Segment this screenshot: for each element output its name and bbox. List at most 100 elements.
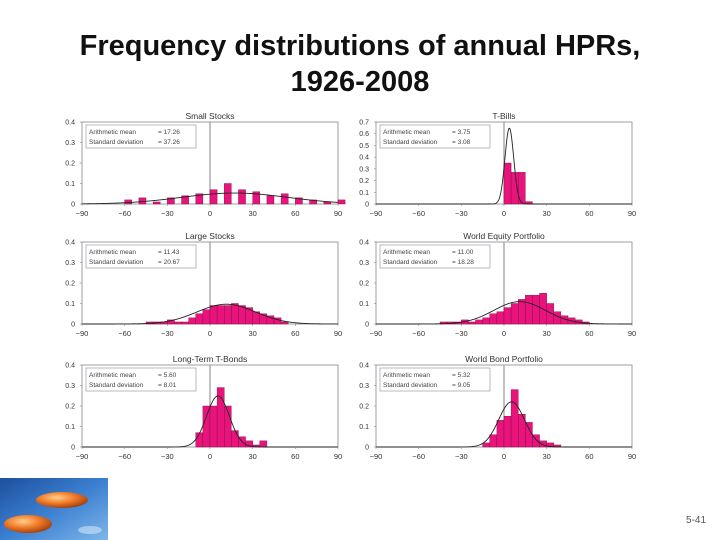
y-tick-label: 0.2 (359, 404, 369, 411)
histogram-bar (188, 317, 196, 325)
x-tick-label: 60 (585, 329, 593, 338)
histogram-bar (202, 405, 211, 448)
x-tick-label: 90 (628, 452, 636, 461)
mean-value: = 17.26 (158, 129, 180, 136)
x-tick-label: −30 (161, 329, 174, 338)
histogram-bar (489, 313, 498, 325)
histogram-bar (525, 295, 533, 325)
y-tick-label: 0.1 (359, 190, 369, 197)
histogram-bar (238, 305, 246, 325)
histogram-bar (503, 307, 512, 325)
x-tick-label: −90 (76, 329, 89, 338)
y-tick-label: 0.4 (65, 120, 75, 127)
histogram-bar (496, 420, 505, 448)
x-tick-label: −30 (161, 209, 174, 218)
x-tick-label: −60 (412, 209, 425, 218)
x-tick-label: 0 (208, 452, 212, 461)
y-tick-label: 0.3 (359, 166, 369, 173)
histogram-bar (337, 199, 346, 205)
histogram-bar (216, 387, 225, 448)
x-tick-label: 0 (502, 452, 506, 461)
y-tick-label: 0 (365, 202, 369, 209)
slide-title-line1: Frequency distributions of annual HPRs, (79, 30, 641, 62)
x-tick-label: 90 (334, 209, 342, 218)
x-tick-label: −60 (118, 329, 131, 338)
x-tick-label: 30 (542, 329, 550, 338)
histogram-bar (468, 321, 476, 325)
histogram-bar (518, 172, 526, 205)
panel-title: World Bond Portfolio (465, 354, 543, 364)
y-tick-label: 0.1 (65, 181, 75, 188)
y-tick-label: 0.4 (359, 155, 369, 162)
x-tick-label: −60 (118, 209, 131, 218)
x-tick-label: −60 (118, 452, 131, 461)
y-tick-label: 0.4 (65, 363, 75, 370)
histogram-bar (195, 313, 204, 325)
x-tick-label: 60 (291, 329, 299, 338)
panel-title: T-Bills (492, 111, 515, 121)
sd-value: = 20.67 (158, 259, 180, 266)
x-tick-label: −60 (412, 329, 425, 338)
y-tick-label: 0.1 (65, 424, 75, 431)
y-tick-label: 0.2 (359, 178, 369, 185)
x-tick-label: 60 (585, 452, 593, 461)
histogram-bar (209, 305, 218, 325)
y-tick-label: 0.1 (359, 424, 369, 431)
histogram-bar (510, 389, 519, 448)
y-tick-label: 0 (71, 445, 75, 452)
histogram-bar (510, 303, 519, 325)
x-tick-label: 30 (248, 329, 256, 338)
x-tick-label: −90 (370, 329, 383, 338)
y-tick-label: 0.1 (359, 301, 369, 308)
histogram-bar (231, 303, 239, 325)
y-tick-label: 0.4 (359, 363, 369, 370)
x-tick-label: −90 (76, 209, 89, 218)
histogram-bar (152, 201, 161, 205)
y-tick-label: 0.2 (65, 281, 75, 288)
y-tick-label: 0 (71, 322, 75, 329)
histogram-bar (224, 305, 232, 325)
sd-value: = 37.26 (158, 139, 180, 146)
x-tick-label: −30 (161, 452, 174, 461)
histogram-bar (209, 405, 218, 448)
histogram-panel: Small Stocks Arithmetic mean = 17.26 Standa… (65, 111, 346, 218)
sd-label: Standard deviation (383, 259, 438, 266)
histogram-bar (167, 197, 175, 205)
x-tick-label: 0 (208, 329, 212, 338)
mean-value: = 5.60 (158, 372, 177, 379)
x-tick-label: 0 (502, 329, 506, 338)
sd-value: = 8.01 (158, 382, 177, 389)
mean-label: Arithmetic mean (89, 249, 136, 256)
page-number: 5-41 (685, 515, 706, 526)
histogram-bar (489, 434, 498, 448)
histogram-panel: Long-Term T-Bonds Arithmetic mean = 5.60 St… (65, 354, 342, 461)
mean-label: Arithmetic mean (89, 372, 136, 379)
x-tick-label: −60 (412, 452, 425, 461)
histogram-bar (482, 317, 490, 325)
stats-box (379, 367, 491, 392)
histogram-bar (503, 416, 512, 448)
histogram-panel: World Equity Portfolio Arithmetic mean = 1… (359, 231, 636, 338)
x-tick-label: −30 (455, 209, 468, 218)
mean-label: Arithmetic mean (383, 129, 430, 136)
x-tick-label: 90 (628, 209, 636, 218)
x-tick-label: −30 (455, 329, 468, 338)
histogram-bar (553, 311, 562, 325)
y-tick-label: 0.4 (359, 240, 369, 247)
histogram-bar (280, 193, 289, 205)
histogram-bar (525, 422, 533, 448)
histogram-bar (259, 440, 268, 448)
histogram-bar (295, 197, 303, 205)
x-tick-label: 30 (248, 452, 256, 461)
histogram-panel: T-Bills Arithmetic mean = 3.75 Standard dev… (359, 111, 636, 218)
normal-curve (82, 303, 339, 325)
x-tick-label: 90 (628, 329, 636, 338)
histogram-bar (503, 162, 512, 205)
stats-box (85, 244, 197, 269)
normal-curve (376, 301, 632, 325)
x-tick-label: 60 (291, 209, 299, 218)
histogram-panel: Large Stocks Arithmetic mean = 11.43 Standa… (65, 231, 342, 338)
x-tick-label: −90 (370, 452, 383, 461)
y-tick-label: 0.3 (359, 260, 369, 267)
